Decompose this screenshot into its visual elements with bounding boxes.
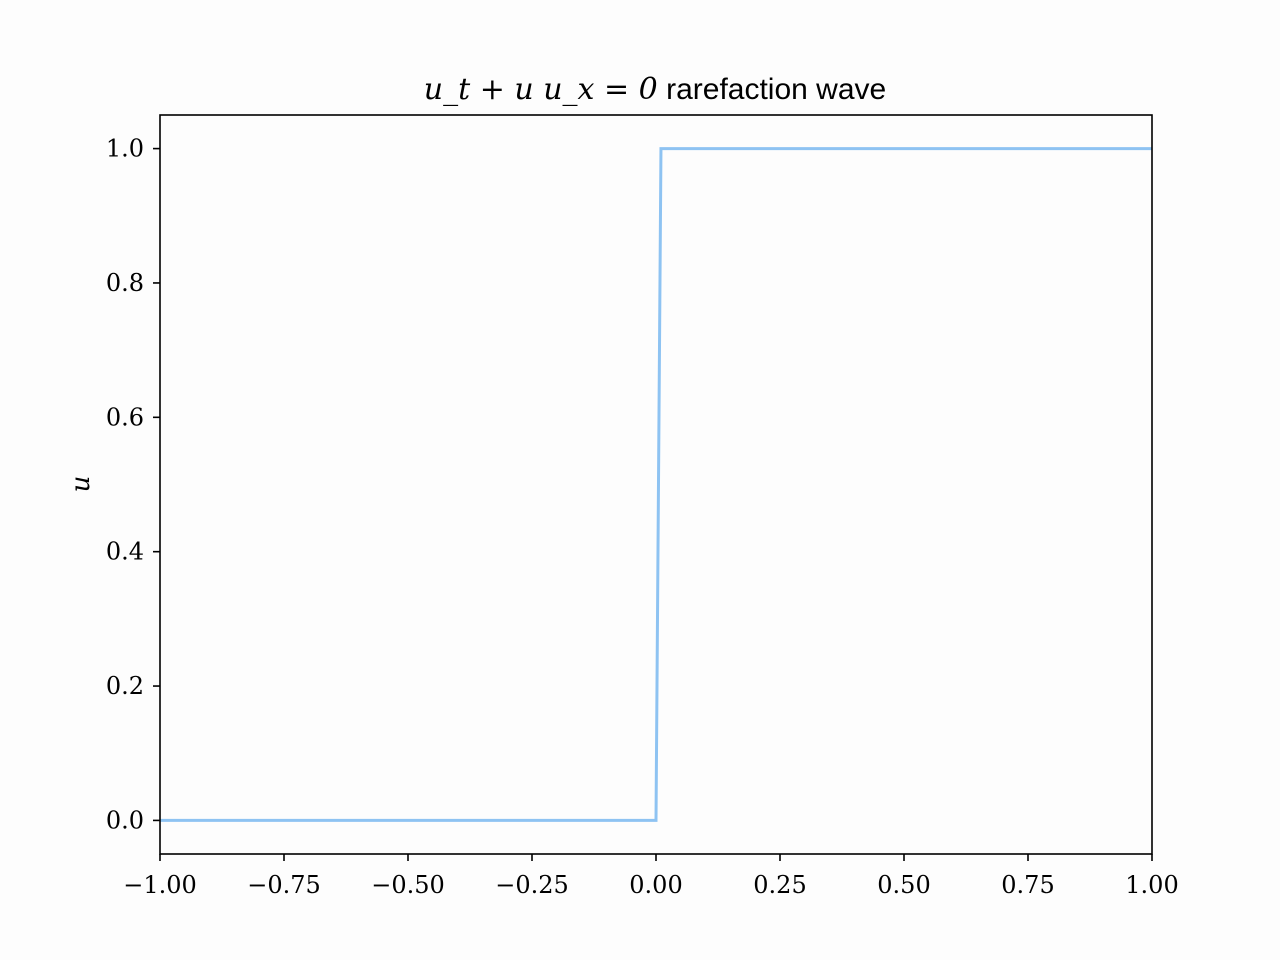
chart-title: u_t + u u_x = 0 rarefaction wave xyxy=(424,72,886,107)
y-axis-label: u xyxy=(66,476,96,493)
y-tick-label: 0.0 xyxy=(106,806,144,834)
x-tick-label: 0.00 xyxy=(629,871,682,899)
x-axis: −1.00 −0.75 −0.50 −0.25 0.00 0.25 0.50 0.75 1.00 xyxy=(123,854,1179,899)
series-layer xyxy=(160,147,1152,822)
plot-area xyxy=(159,114,1153,855)
y-tick-label: 0.8 xyxy=(106,269,144,297)
x-tick-label: 0.75 xyxy=(1001,871,1054,899)
x-tick-label: −0.25 xyxy=(495,871,569,899)
series-line-0 xyxy=(160,147,1152,822)
y-tick-label: 0.2 xyxy=(106,672,144,700)
x-tick-label: 1.00 xyxy=(1125,871,1178,899)
y-tick-label: 0.6 xyxy=(106,403,144,431)
chart-title-text: rarefaction wave xyxy=(658,73,886,106)
x-tick-label: −0.50 xyxy=(371,871,445,899)
y-tick-label: 0.4 xyxy=(106,538,144,566)
y-tick-label: 1.0 xyxy=(106,135,144,163)
x-tick-label: −1.00 xyxy=(123,871,197,899)
x-tick-label: 0.25 xyxy=(753,871,806,899)
x-tick-label: 0.50 xyxy=(877,871,930,899)
chart-title-equation: u_t + u u_x = 0 xyxy=(424,72,658,107)
y-axis: 0.0 0.2 0.4 0.6 0.8 1.0 xyxy=(106,135,160,834)
x-tick-label: −0.75 xyxy=(247,871,321,899)
